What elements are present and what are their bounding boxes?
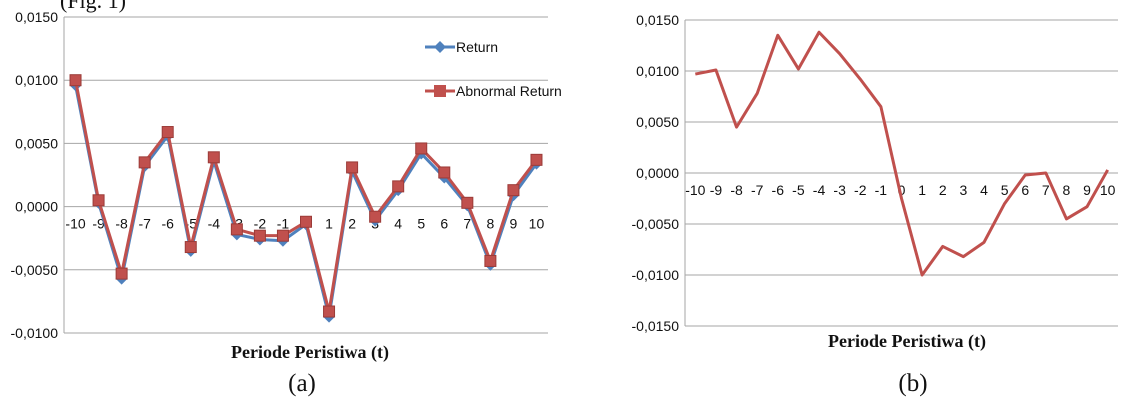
data-point-square (207, 151, 220, 164)
x-tick-label: -10 (685, 182, 705, 198)
series-line-1 (74, 79, 538, 314)
x-tick-label: 9 (510, 216, 518, 232)
x-tick-label: 8 (1063, 182, 1071, 198)
x-tick-label: -4 (208, 216, 221, 232)
y-tick-label: -0,0050 (11, 262, 59, 278)
x-tick-label: 5 (1001, 182, 1009, 198)
y-tick-label: 0,0150 (636, 12, 679, 28)
data-point-square (415, 142, 428, 155)
y-tick-label: -0,0100 (632, 267, 680, 283)
data-point-square (484, 254, 497, 267)
caption-b: (b) (898, 370, 928, 397)
chart-b: 0,0150 0,0100 0,0050 0,0000 -0,0050 -0,0100 -0… (632, 12, 1118, 352)
x-tick-label: 9 (1083, 182, 1091, 198)
x-tick-label: -7 (751, 182, 764, 198)
legend-marker-square (434, 85, 446, 97)
x-tick-label: -8 (730, 182, 743, 198)
data-point-square (530, 153, 543, 166)
x-axis-title: Periode Peristiwa (t) (828, 331, 986, 352)
caption-a: (a) (288, 370, 316, 397)
y-tick-label: -0,0050 (632, 216, 680, 232)
data-point-square (438, 166, 451, 179)
x-tick-label: -2 (854, 182, 867, 198)
series-line-0 (695, 30, 1109, 277)
data-point-square (346, 161, 359, 174)
data-point-square (461, 196, 474, 209)
x-tick-label: 7 (463, 216, 471, 232)
data-point-square (92, 194, 105, 207)
data-point-square (69, 74, 82, 87)
x-tick-label: 6 (1021, 182, 1029, 198)
x-tick-label: -2 (254, 216, 267, 232)
x-tick-label: 4 (980, 182, 988, 198)
legend-label: Abnormal Return (456, 83, 562, 99)
data-point-square (369, 210, 382, 223)
x-tick-label: -6 (772, 182, 785, 198)
y-tick-label: 0,0050 (15, 135, 58, 151)
x-tick-label: 6 (440, 216, 448, 232)
x-tick-label: -1 (875, 182, 888, 198)
x-tick-label: 3 (959, 182, 967, 198)
data-point-square (184, 241, 197, 254)
legend-label: Return (456, 39, 498, 55)
y-tick-label: 0,0000 (636, 165, 679, 181)
x-tick-label: 1 (918, 182, 926, 198)
x-tick-label: 4 (394, 216, 402, 232)
x-tick-label: 1 (325, 216, 333, 232)
x-tick-label: 0 (898, 182, 906, 198)
x-tick-label: 7 (1042, 182, 1050, 198)
x-tick-label: -9 (710, 182, 723, 198)
y-tick-label: 0,0100 (636, 63, 679, 79)
y-tick-label: 0,0100 (15, 72, 58, 88)
y-tick-label: 0,0050 (636, 114, 679, 130)
x-tick-label: 10 (1100, 182, 1116, 198)
x-tick-label: 10 (529, 216, 545, 232)
y-tick-label: 0,0150 (15, 9, 58, 25)
x-tick-label: -3 (833, 182, 846, 198)
legend-marker-diamond (434, 41, 446, 53)
data-point-square (323, 305, 336, 318)
data-point-square (253, 229, 266, 242)
x-tick-label: -9 (92, 216, 105, 232)
data-point-square (300, 215, 312, 228)
x-tick-label: 2 (939, 182, 947, 198)
y-tick-label: 0,0000 (15, 199, 58, 215)
x-tick-label: 8 (486, 216, 494, 232)
y-tick-label: -0,0150 (632, 318, 680, 334)
data-point-square (507, 184, 520, 197)
data-point-square (392, 180, 405, 193)
x-tick-label: -1 (277, 216, 290, 232)
data-point-square (276, 229, 289, 242)
x-tick-label: -5 (792, 182, 805, 198)
x-tick-label: 5 (417, 216, 425, 232)
data-point-square (138, 156, 151, 169)
chart-a: 0,0150 0,0100 0,0050 0,0000 -0,0050 -0,0100 -1… (11, 9, 562, 363)
y-tick-label: -0,0100 (11, 325, 59, 341)
x-tick-label: -10 (65, 216, 85, 232)
x-tick-label: -6 (161, 216, 174, 232)
data-point-square (230, 223, 243, 236)
x-tick-label: 2 (348, 216, 356, 232)
x-tick-label: -4 (813, 182, 826, 198)
x-axis-title: Periode Peristiwa (t) (231, 342, 389, 363)
data-point-square (161, 126, 174, 139)
x-tick-label: -8 (115, 216, 128, 232)
x-tick-label: -7 (138, 216, 151, 232)
figure-top-fragment: (Fig. 1) (60, 0, 126, 13)
data-point-square (115, 267, 128, 280)
